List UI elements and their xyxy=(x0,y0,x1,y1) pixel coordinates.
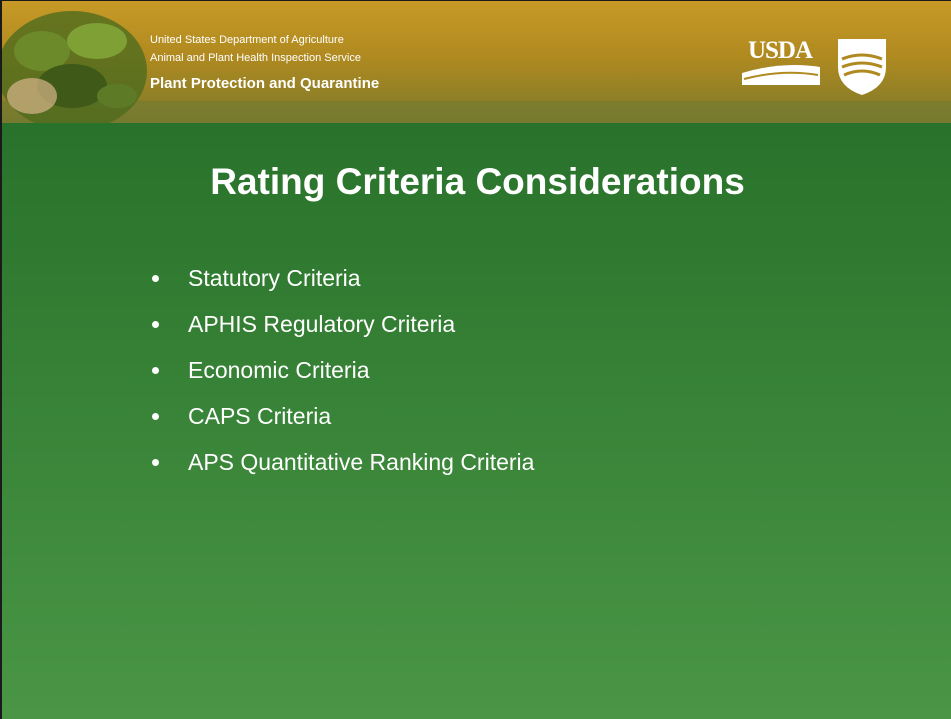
program-name: Plant Protection and Quarantine xyxy=(150,75,379,92)
bullet-item: Economic Criteria xyxy=(152,353,534,399)
service-name: Animal and Plant Health Inspection Servi… xyxy=(150,52,361,64)
bullet-item: APS Quantitative Ranking Criteria xyxy=(152,445,534,491)
bullet-item: APHIS Regulatory Criteria xyxy=(152,307,534,353)
agency-name: United States Department of Agriculture xyxy=(150,34,344,46)
slide: United States Department of Agriculture … xyxy=(0,0,951,719)
logo-text: USDA xyxy=(742,37,818,65)
bullet-item: Statutory Criteria xyxy=(152,261,534,307)
slide-title: Rating Criteria Considerations xyxy=(2,161,951,203)
bullet-item: CAPS Criteria xyxy=(152,399,534,445)
header-banner: United States Department of Agriculture … xyxy=(2,1,951,123)
